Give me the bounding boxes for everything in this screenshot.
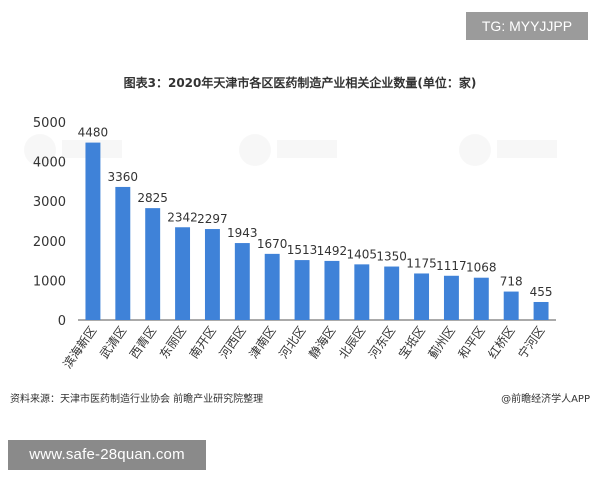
chart-title: 图表3：2020年天津市各区医药制造产业相关企业数量(单位：家) xyxy=(123,76,477,90)
bar xyxy=(414,273,430,320)
x-category-label: 津南区 xyxy=(246,323,279,361)
bar-value-label: 718 xyxy=(500,275,523,289)
bar xyxy=(443,275,459,320)
website-watermark-banner: www.safe-28quan.com xyxy=(8,440,206,470)
y-tick-label: 5000 xyxy=(33,116,66,131)
x-category-label: 西青区 xyxy=(127,324,159,362)
x-category-label: 北辰区 xyxy=(336,324,368,362)
source-note: 资料来源：天津市医药制造行业协会 前瞻产业研究院整理 xyxy=(10,394,264,405)
bar xyxy=(473,277,489,320)
bar-value-label: 3360 xyxy=(108,170,139,184)
bar xyxy=(324,260,340,320)
bar-value-label: 455 xyxy=(530,285,553,299)
x-category-label: 静海区 xyxy=(305,323,338,361)
bars-group xyxy=(85,142,549,320)
bar xyxy=(204,229,220,320)
y-tick-label: 3000 xyxy=(33,195,66,210)
y-tick-label: 4000 xyxy=(33,156,66,171)
bar xyxy=(115,186,131,320)
x-category-label: 滨海新区 xyxy=(60,323,100,371)
bar xyxy=(85,142,101,320)
x-axis-labels-group: 滨海新区武清区西青区东丽区南开区河西区津南区河北区静海区北辰区河东区宝坻区蓟州区… xyxy=(60,323,548,371)
y-axis-ticks: 0 1000 2000 3000 4000 5000 xyxy=(33,116,66,329)
x-category-label: 东丽区 xyxy=(157,324,189,362)
bar xyxy=(533,301,549,320)
bar-value-label: 1670 xyxy=(257,237,288,251)
y-tick-label: 2000 xyxy=(33,235,66,250)
bar-value-label: 4480 xyxy=(78,126,109,140)
bar xyxy=(503,291,519,320)
bar xyxy=(384,266,400,320)
bar xyxy=(175,227,191,320)
bar-value-label: 2825 xyxy=(137,191,168,205)
x-category-label: 武清区 xyxy=(97,324,129,362)
bar xyxy=(354,264,370,320)
bar-value-label: 2297 xyxy=(197,212,228,226)
bar xyxy=(294,260,310,320)
x-category-label: 南开区 xyxy=(186,323,219,361)
y-tick-label: 0 xyxy=(58,314,66,329)
bar-value-label: 1943 xyxy=(227,226,258,240)
x-category-label: 河西区 xyxy=(217,324,249,362)
bar xyxy=(234,243,250,320)
bar-value-label: 1350 xyxy=(376,250,407,264)
x-category-label: 河东区 xyxy=(366,324,398,362)
y-tick-label: 1000 xyxy=(33,274,66,289)
bar-value-label: 1405 xyxy=(347,247,378,261)
bar-value-label: 1117 xyxy=(436,259,467,273)
x-category-label: 河北区 xyxy=(276,324,308,362)
app-credit: @前瞻经济学人APP xyxy=(501,394,590,405)
bar xyxy=(145,208,161,320)
bar xyxy=(264,253,280,320)
bar-value-label: 1068 xyxy=(466,261,497,275)
x-category-label: 红桥区 xyxy=(485,323,518,361)
bar-value-label: 1513 xyxy=(287,243,318,257)
x-category-label: 蓟州区 xyxy=(426,324,458,362)
x-category-label: 宁河区 xyxy=(515,323,548,361)
telegram-badge: TG: MYYJJPP xyxy=(466,12,588,40)
bar-value-label: 1175 xyxy=(406,256,437,270)
bar-value-label: 2342 xyxy=(167,210,198,224)
x-category-label: 和平区 xyxy=(456,324,488,362)
bar-value-label: 1492 xyxy=(317,244,348,258)
x-category-label: 宝坻区 xyxy=(395,323,428,361)
